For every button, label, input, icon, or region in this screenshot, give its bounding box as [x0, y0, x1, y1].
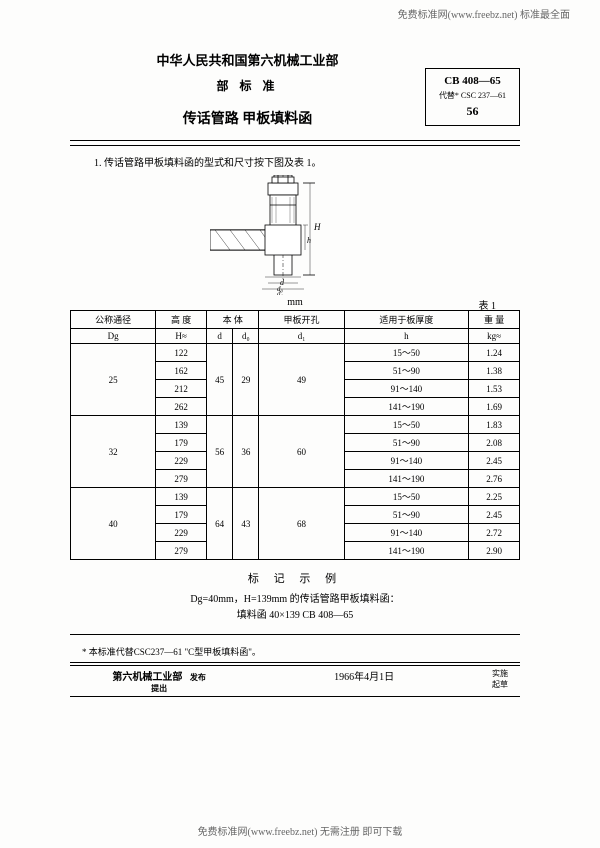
unit-mm: mm: [287, 297, 303, 308]
table-row: 4013964436815～502.25: [71, 488, 520, 506]
divider: [70, 662, 520, 663]
dimensions-table: 公称通径 高 度 本 体 甲板开孔 适用于板厚度 重 量 Dg H≈ d d₀ …: [70, 310, 520, 560]
document-title: 传话管路 甲板填料函: [70, 108, 425, 128]
supersedes: 代替* CSC 237—61: [428, 90, 517, 102]
standard-code: CB 408—65: [428, 73, 517, 90]
table-header-2: Dg H≈ d d₀ d₁ h kg≈: [71, 329, 520, 344]
example-line-2: 填料函 40×139 CB 408—65: [70, 608, 520, 624]
th-hole: 甲板开孔: [259, 311, 344, 329]
marking-heading: 标 记 示 例: [70, 570, 520, 586]
th-thick: 适用于板厚度: [344, 311, 469, 329]
th-h-sym: H≈: [156, 329, 207, 344]
standard-code-box: CB 408—65 代替* CSC 237—61 56: [425, 68, 520, 126]
divider-thick: [70, 140, 520, 141]
unit-row: mm 表 1: [70, 297, 520, 308]
ministry-name: 中华人民共和国第六机械工业部: [70, 50, 425, 69]
th-d0-sym: d₀: [233, 329, 259, 344]
issuer-name: 第六机械工业部: [112, 672, 182, 683]
footer-bar: 第六机械工业部 发布 提出 1966年4月1日 实施 起草: [70, 665, 520, 697]
footer-issuer: 第六机械工业部 发布 提出: [70, 668, 248, 694]
th-d-sym: d: [207, 329, 233, 344]
th-dg-sym: Dg: [71, 329, 156, 344]
table-number: 表 1: [479, 297, 497, 312]
th-weight: 重 量: [469, 311, 520, 329]
page-number: 56: [428, 102, 517, 120]
watermark-bottom: 免费标准网(www.freebz.net) 无需注册 即可下载: [0, 823, 600, 838]
table-row: 3213956366015～501.83: [71, 416, 520, 434]
svg-text:d₁: d₁: [277, 290, 283, 295]
document-page: 中华人民共和国第六机械工业部 部 标 准 传话管路 甲板填料函 CB 408—6…: [70, 50, 520, 697]
header-titles: 中华人民共和国第六机械工业部 部 标 准 传话管路 甲板填料函: [70, 50, 425, 128]
table-row: 2512245294915～501.24: [71, 344, 520, 362]
th-h2-sym: h: [344, 329, 469, 344]
th-kg-sym: kg≈: [469, 329, 520, 344]
divider-thin: [70, 145, 520, 146]
table-header-1: 公称通径 高 度 本 体 甲板开孔 适用于板厚度 重 量: [71, 311, 520, 329]
th-h: 高 度: [156, 311, 207, 329]
header: 中华人民共和国第六机械工业部 部 标 准 传话管路 甲板填料函 CB 408—6…: [70, 50, 520, 128]
divider: [70, 634, 520, 635]
example-block: Dg=40mm，H=139mm 的传话管路甲板填料函： 填料函 40×139 C…: [70, 592, 520, 624]
svg-text:H: H: [313, 222, 321, 232]
th-dg: 公称通径: [71, 311, 156, 329]
footer-date: 1966年4月1日: [248, 668, 480, 694]
technical-drawing: H h d d₀ d₁: [210, 175, 380, 295]
standard-label: 部 标 准: [70, 77, 425, 94]
th-body: 本 体: [207, 311, 259, 329]
th-d1-sym: d₁: [259, 329, 344, 344]
example-line-1: Dg=40mm，H=139mm 的传话管路甲板填料函：: [70, 592, 520, 608]
watermark-top: 免费标准网(www.freebz.net) 标准最全面: [398, 6, 570, 21]
svg-text:h: h: [307, 236, 311, 245]
footnote: * 本标准代替CSC237—61 "C型甲板填料函"。: [82, 645, 520, 658]
intro-text: 1. 传话管路甲板填料函的型式和尺寸按下图及表 1。: [94, 154, 520, 169]
footer-impl: 实施 起草: [480, 668, 520, 694]
